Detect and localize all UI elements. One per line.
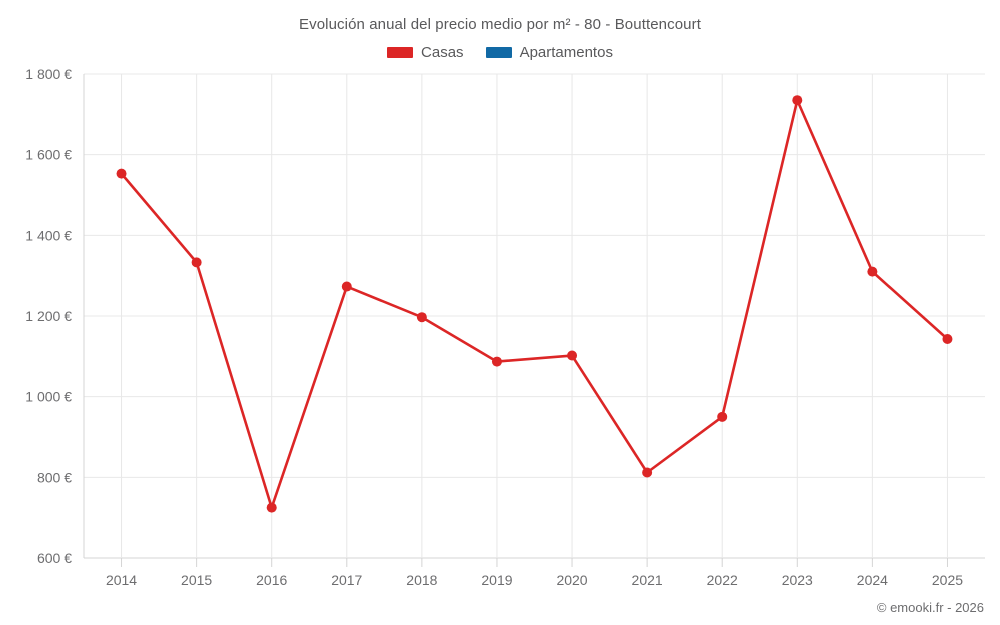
data-point[interactable]: [491, 356, 502, 367]
copyright-credit: © emooki.fr - 2026: [876, 600, 984, 615]
y-axis-tick-labels: 600 € 800 € 1 000 € 1 200 € 1 400 € 1 600 € 1 …: [25, 66, 72, 566]
chart-title: Evolución anual del precio medio por m² …: [299, 16, 701, 33]
x-tick-label: 2025: [932, 572, 963, 588]
legend-item-apartamentos[interactable]: Apartamentos: [485, 44, 613, 61]
x-tick-label: 2014: [106, 572, 137, 588]
x-tick-label: 2021: [632, 572, 663, 588]
data-point[interactable]: [341, 281, 352, 292]
x-tick-label: 2024: [857, 572, 888, 588]
data-point[interactable]: [567, 350, 578, 361]
data-point[interactable]: [942, 333, 953, 344]
y-tick-label: 1 400 €: [25, 227, 72, 243]
x-tick-label: 2019: [481, 572, 512, 588]
legend-swatch-casas: [387, 47, 414, 58]
y-tick-label: 800 €: [37, 469, 72, 485]
x-tick-label: 2017: [331, 572, 362, 588]
legend-label-casas: Casas: [421, 44, 464, 61]
y-tick-label: 1 200 €: [25, 308, 72, 324]
x-tick-label: 2022: [707, 572, 738, 588]
legend-swatch-apartamentos: [485, 47, 512, 58]
data-point[interactable]: [416, 312, 427, 323]
data-point[interactable]: [266, 502, 277, 513]
data-point[interactable]: [642, 467, 653, 478]
x-tick-label: 2020: [556, 572, 587, 588]
data-point[interactable]: [191, 257, 202, 268]
x-tick-label: 2016: [256, 572, 287, 588]
x-tick-label: 2015: [181, 572, 212, 588]
grid-lines: [84, 73, 985, 559]
legend-item-casas[interactable]: Casas: [387, 44, 464, 61]
axis-lines: [83, 74, 948, 567]
data-point[interactable]: [867, 266, 878, 277]
data-point[interactable]: [792, 95, 803, 106]
legend-label-apartamentos: Apartamentos: [519, 44, 613, 61]
y-tick-label: 1 600 €: [25, 147, 72, 163]
series-line-casas: [120, 98, 949, 509]
x-tick-label: 2018: [406, 572, 437, 588]
y-tick-label: 1 000 €: [25, 389, 72, 405]
data-series-layer: [116, 95, 953, 513]
y-tick-label: 1 800 €: [25, 66, 72, 82]
x-axis-tick-labels: 2014 2015 2016 2017 2018 2019 2020 2021 2022 2023…: [106, 572, 963, 588]
x-tick-label: 2023: [782, 572, 813, 588]
y-tick-label: 600 €: [37, 550, 72, 566]
data-point[interactable]: [717, 411, 728, 422]
data-point[interactable]: [116, 168, 127, 179]
chart-legend: Casas Apartamentos: [0, 44, 1000, 61]
